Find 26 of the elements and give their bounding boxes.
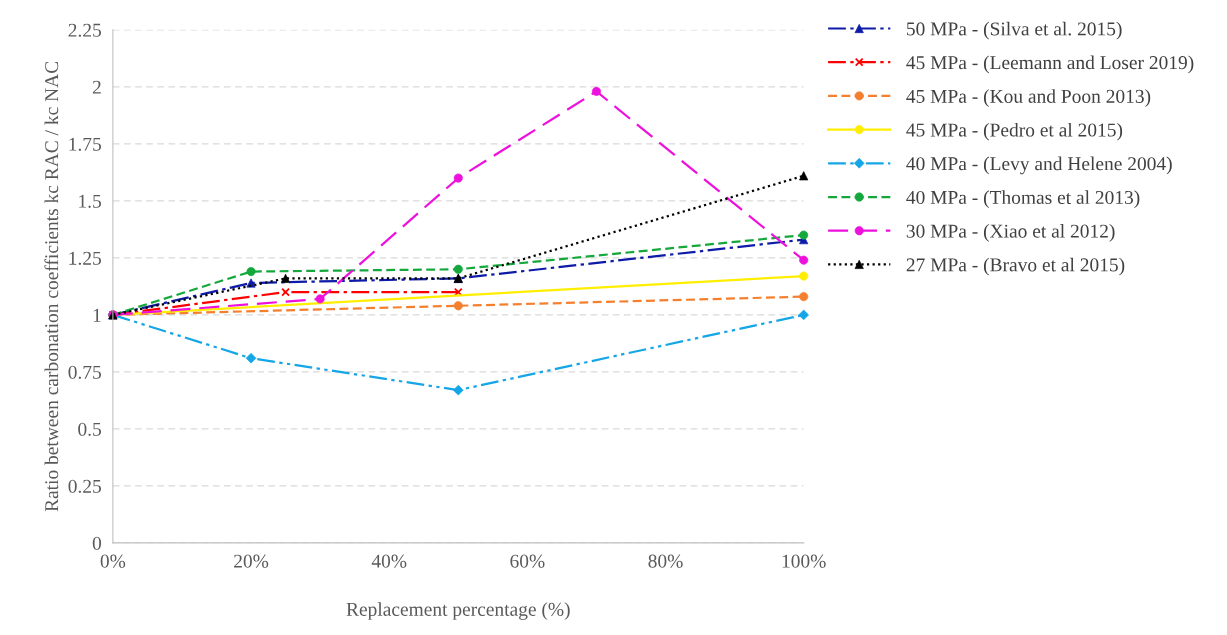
x-axis-title: Replacement percentage (%) [346, 602, 570, 620]
legend-label: 27 MPa - (Bravo et al 2015) [906, 257, 1125, 276]
y-tick-label: 1.75 [69, 137, 102, 151]
x-tick-label: 60% [510, 554, 545, 568]
legend-label: 40 MPa - (Thomas et al 2013) [906, 190, 1140, 208]
y-tick-label: 0.75 [68, 365, 102, 379]
y-axis-title: Ratio between carbonation coefficients kc RAC / kc NAC [44, 61, 59, 512]
x-tick-label: 0% [100, 554, 126, 568]
y-tick-label: 1.5 [79, 194, 102, 208]
x-tick-label: 100% [782, 554, 826, 568]
legend-label: 30 MPa - (Xiao et al 2012) [906, 224, 1115, 242]
x-tick-label: 40% [371, 554, 407, 568]
legend-label: 50 MPa - (Silva et al. 2015) [907, 21, 1122, 40]
y-tick-label: 0.25 [68, 479, 102, 493]
y-tick-label: 0.5 [78, 422, 102, 436]
y-tick-label: 0 [92, 536, 102, 550]
x-tick-label: 80% [648, 554, 683, 568]
y-tick-label: 2.25 [68, 23, 102, 37]
y-tick-label: 2 [92, 80, 101, 94]
x-tick-label: 20% [234, 554, 269, 568]
legend-label: 45 MPa - (Kou and Poon 2013) [906, 89, 1151, 107]
legend-label: 40 MPa - (Levy and Helene 2004) [906, 156, 1172, 175]
y-tick-label: 1 [93, 308, 101, 322]
legend-label: 45 MPa - (Pedro et al 2015) [906, 122, 1123, 141]
y-tick-label: 1.25 [69, 251, 102, 265]
legend-label: 45 MPa - (Leemann and Loser 2019) [906, 55, 1194, 74]
